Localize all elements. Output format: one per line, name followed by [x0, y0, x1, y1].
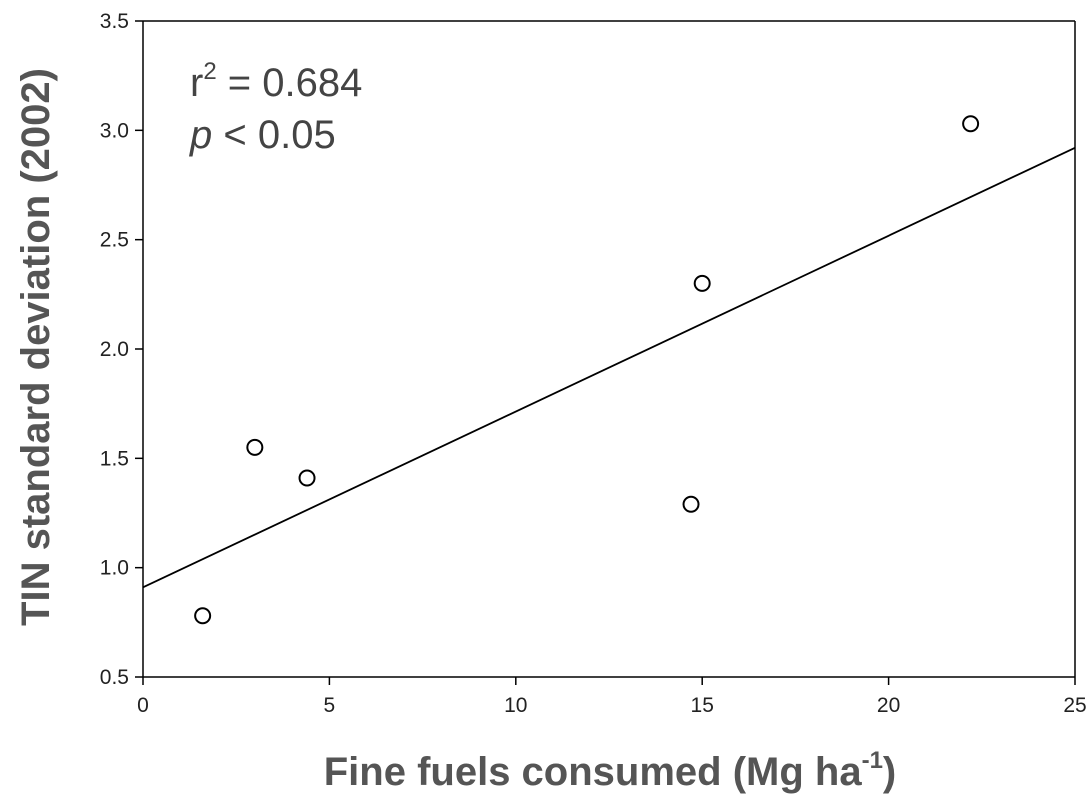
p-value-annotation: p < 0.05 [189, 113, 336, 157]
x-tick-label: 25 [1063, 694, 1086, 717]
y-tick-label: 1.0 [100, 557, 129, 580]
data-point [682, 495, 700, 513]
data-point [246, 438, 264, 456]
y-tick-label: 2.0 [100, 338, 129, 361]
y-tick-label: 3.0 [100, 119, 129, 142]
data-point [693, 274, 711, 292]
x-tick-label: 5 [324, 694, 336, 717]
data-point [298, 469, 316, 487]
data-point [962, 115, 980, 133]
r-squared-annotation: r2 = 0.684 [190, 58, 362, 105]
y-axis-title: TIN standard deviation (2002) [14, 68, 58, 626]
x-ticks: 0 5 10 15 20 25 [137, 677, 1087, 717]
y-ticks: 0.5 1.0 1.5 2.0 2.5 3.0 3.5 [100, 10, 143, 689]
y-tick-label: 3.5 [100, 10, 129, 33]
y-tick-label: 1.5 [100, 447, 129, 470]
x-tick-label: 0 [137, 694, 149, 717]
x-tick-label: 20 [877, 694, 900, 717]
data-points [194, 115, 980, 625]
regression-line [142, 147, 1076, 589]
y-tick-label: 2.5 [100, 229, 129, 252]
y-tick-label: 0.5 [100, 666, 129, 689]
data-point [194, 607, 212, 625]
x-tick-label: 10 [504, 694, 527, 717]
x-tick-label: 15 [691, 694, 714, 717]
x-axis-title: Fine fuels consumed (Mg ha-1) [324, 747, 897, 794]
